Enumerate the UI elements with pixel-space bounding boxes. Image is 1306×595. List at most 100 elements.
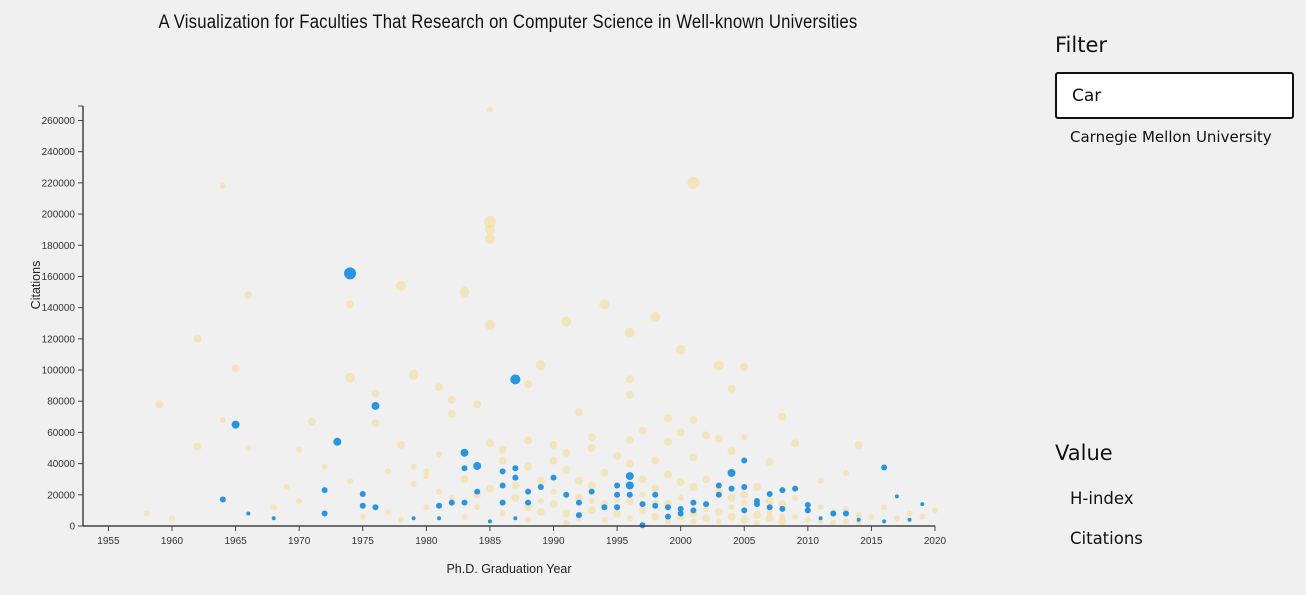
data-point-others[interactable] xyxy=(893,515,900,522)
data-point-others[interactable] xyxy=(868,513,875,520)
data-point-highlighted[interactable] xyxy=(677,510,684,517)
data-point-others[interactable] xyxy=(740,515,749,524)
data-point-others[interactable] xyxy=(231,364,240,373)
data-point-others[interactable] xyxy=(423,473,430,480)
data-point-others[interactable] xyxy=(447,395,456,404)
data-point-others[interactable] xyxy=(524,462,533,471)
data-point-others[interactable] xyxy=(614,496,621,503)
data-point-highlighted[interactable] xyxy=(550,474,557,481)
data-point-others[interactable] xyxy=(727,493,736,502)
data-point-highlighted[interactable] xyxy=(907,517,912,522)
data-point-others[interactable] xyxy=(663,470,672,479)
data-point-highlighted[interactable] xyxy=(575,499,582,506)
data-point-others[interactable] xyxy=(650,312,661,322)
data-point-others[interactable] xyxy=(663,414,672,423)
data-point-others[interactable] xyxy=(484,234,495,245)
data-point-others[interactable] xyxy=(283,484,290,491)
data-point-highlighted[interactable] xyxy=(231,420,240,429)
data-point-others[interactable] xyxy=(613,509,622,518)
data-point-others[interactable] xyxy=(587,444,596,453)
data-point-others[interactable] xyxy=(410,480,417,487)
data-point-highlighted[interactable] xyxy=(766,491,773,498)
data-point-highlighted[interactable] xyxy=(727,468,736,477)
data-point-others[interactable] xyxy=(155,400,164,409)
data-point-others[interactable] xyxy=(779,513,786,520)
data-point-others[interactable] xyxy=(498,445,507,454)
data-point-others[interactable] xyxy=(193,442,202,451)
data-point-others[interactable] xyxy=(792,494,799,501)
data-point-others[interactable] xyxy=(511,493,520,502)
data-point-others[interactable] xyxy=(574,408,583,417)
data-point-others[interactable] xyxy=(423,468,430,475)
data-point-others[interactable] xyxy=(562,448,571,457)
data-point-others[interactable] xyxy=(535,360,546,371)
data-point-highlighted[interactable] xyxy=(512,465,519,472)
data-point-others[interactable] xyxy=(664,518,671,525)
data-point-others[interactable] xyxy=(486,106,493,113)
data-point-highlighted[interactable] xyxy=(625,472,634,481)
data-point-others[interactable] xyxy=(663,437,672,446)
data-point-highlighted[interactable] xyxy=(321,487,328,494)
data-point-others[interactable] xyxy=(689,483,698,492)
data-point-others[interactable] xyxy=(714,507,723,516)
data-point-highlighted[interactable] xyxy=(741,457,748,464)
data-point-others[interactable] xyxy=(483,215,496,228)
data-point-highlighted[interactable] xyxy=(639,501,646,508)
data-point-others[interactable] xyxy=(346,300,355,309)
data-point-others[interactable] xyxy=(613,451,622,460)
data-point-others[interactable] xyxy=(830,519,837,526)
data-point-highlighted[interactable] xyxy=(499,482,506,489)
data-point-highlighted[interactable] xyxy=(499,499,506,506)
data-point-others[interactable] xyxy=(574,476,583,485)
data-point-others[interactable] xyxy=(143,510,150,517)
data-point-others[interactable] xyxy=(765,458,774,467)
data-point-others[interactable] xyxy=(397,516,404,523)
data-point-others[interactable] xyxy=(549,500,558,509)
data-point-highlighted[interactable] xyxy=(461,465,468,472)
data-point-others[interactable] xyxy=(689,453,698,462)
data-point-others[interactable] xyxy=(599,299,610,310)
data-point-highlighted[interactable] xyxy=(575,512,582,519)
data-point-others[interactable] xyxy=(740,362,749,371)
data-point-others[interactable] xyxy=(537,498,544,505)
data-point-highlighted[interactable] xyxy=(741,484,748,491)
filter-suggestion[interactable]: Carnegie Mellon University xyxy=(1070,128,1272,146)
data-point-others[interactable] xyxy=(307,417,316,426)
data-point-highlighted[interactable] xyxy=(741,507,748,514)
data-point-highlighted[interactable] xyxy=(411,516,416,521)
data-point-others[interactable] xyxy=(727,512,736,521)
data-point-others[interactable] xyxy=(524,436,533,445)
data-point-others[interactable] xyxy=(587,433,596,442)
data-point-others[interactable] xyxy=(740,490,749,499)
data-point-highlighted[interactable] xyxy=(652,491,659,498)
data-point-others[interactable] xyxy=(587,506,596,515)
data-point-others[interactable] xyxy=(639,491,646,498)
data-point-others[interactable] xyxy=(460,475,469,484)
data-point-others[interactable] xyxy=(600,468,609,477)
data-point-highlighted[interactable] xyxy=(639,522,646,529)
data-point-others[interactable] xyxy=(625,497,634,506)
data-point-others[interactable] xyxy=(703,505,710,512)
data-point-others[interactable] xyxy=(728,504,735,511)
data-point-others[interactable] xyxy=(687,176,700,189)
data-point-others[interactable] xyxy=(625,375,634,384)
data-point-others[interactable] xyxy=(676,478,685,487)
data-point-others[interactable] xyxy=(881,504,888,511)
data-point-others[interactable] xyxy=(410,463,417,470)
data-point-others[interactable] xyxy=(842,505,849,512)
data-point-highlighted[interactable] xyxy=(920,502,925,507)
data-point-others[interactable] xyxy=(702,431,711,440)
data-point-highlighted[interactable] xyxy=(510,374,521,385)
data-point-highlighted[interactable] xyxy=(321,510,328,517)
data-point-highlighted[interactable] xyxy=(753,501,760,508)
data-point-highlighted[interactable] xyxy=(460,448,469,457)
data-point-others[interactable] xyxy=(524,380,533,389)
data-point-highlighted[interactable] xyxy=(588,488,595,495)
data-point-others[interactable] xyxy=(499,510,506,517)
data-point-others[interactable] xyxy=(676,428,685,437)
data-point-others[interactable] xyxy=(385,508,392,515)
data-point-others[interactable] xyxy=(219,182,226,189)
data-point-highlighted[interactable] xyxy=(626,491,633,498)
data-point-others[interactable] xyxy=(855,512,862,519)
data-point-others[interactable] xyxy=(804,516,811,523)
